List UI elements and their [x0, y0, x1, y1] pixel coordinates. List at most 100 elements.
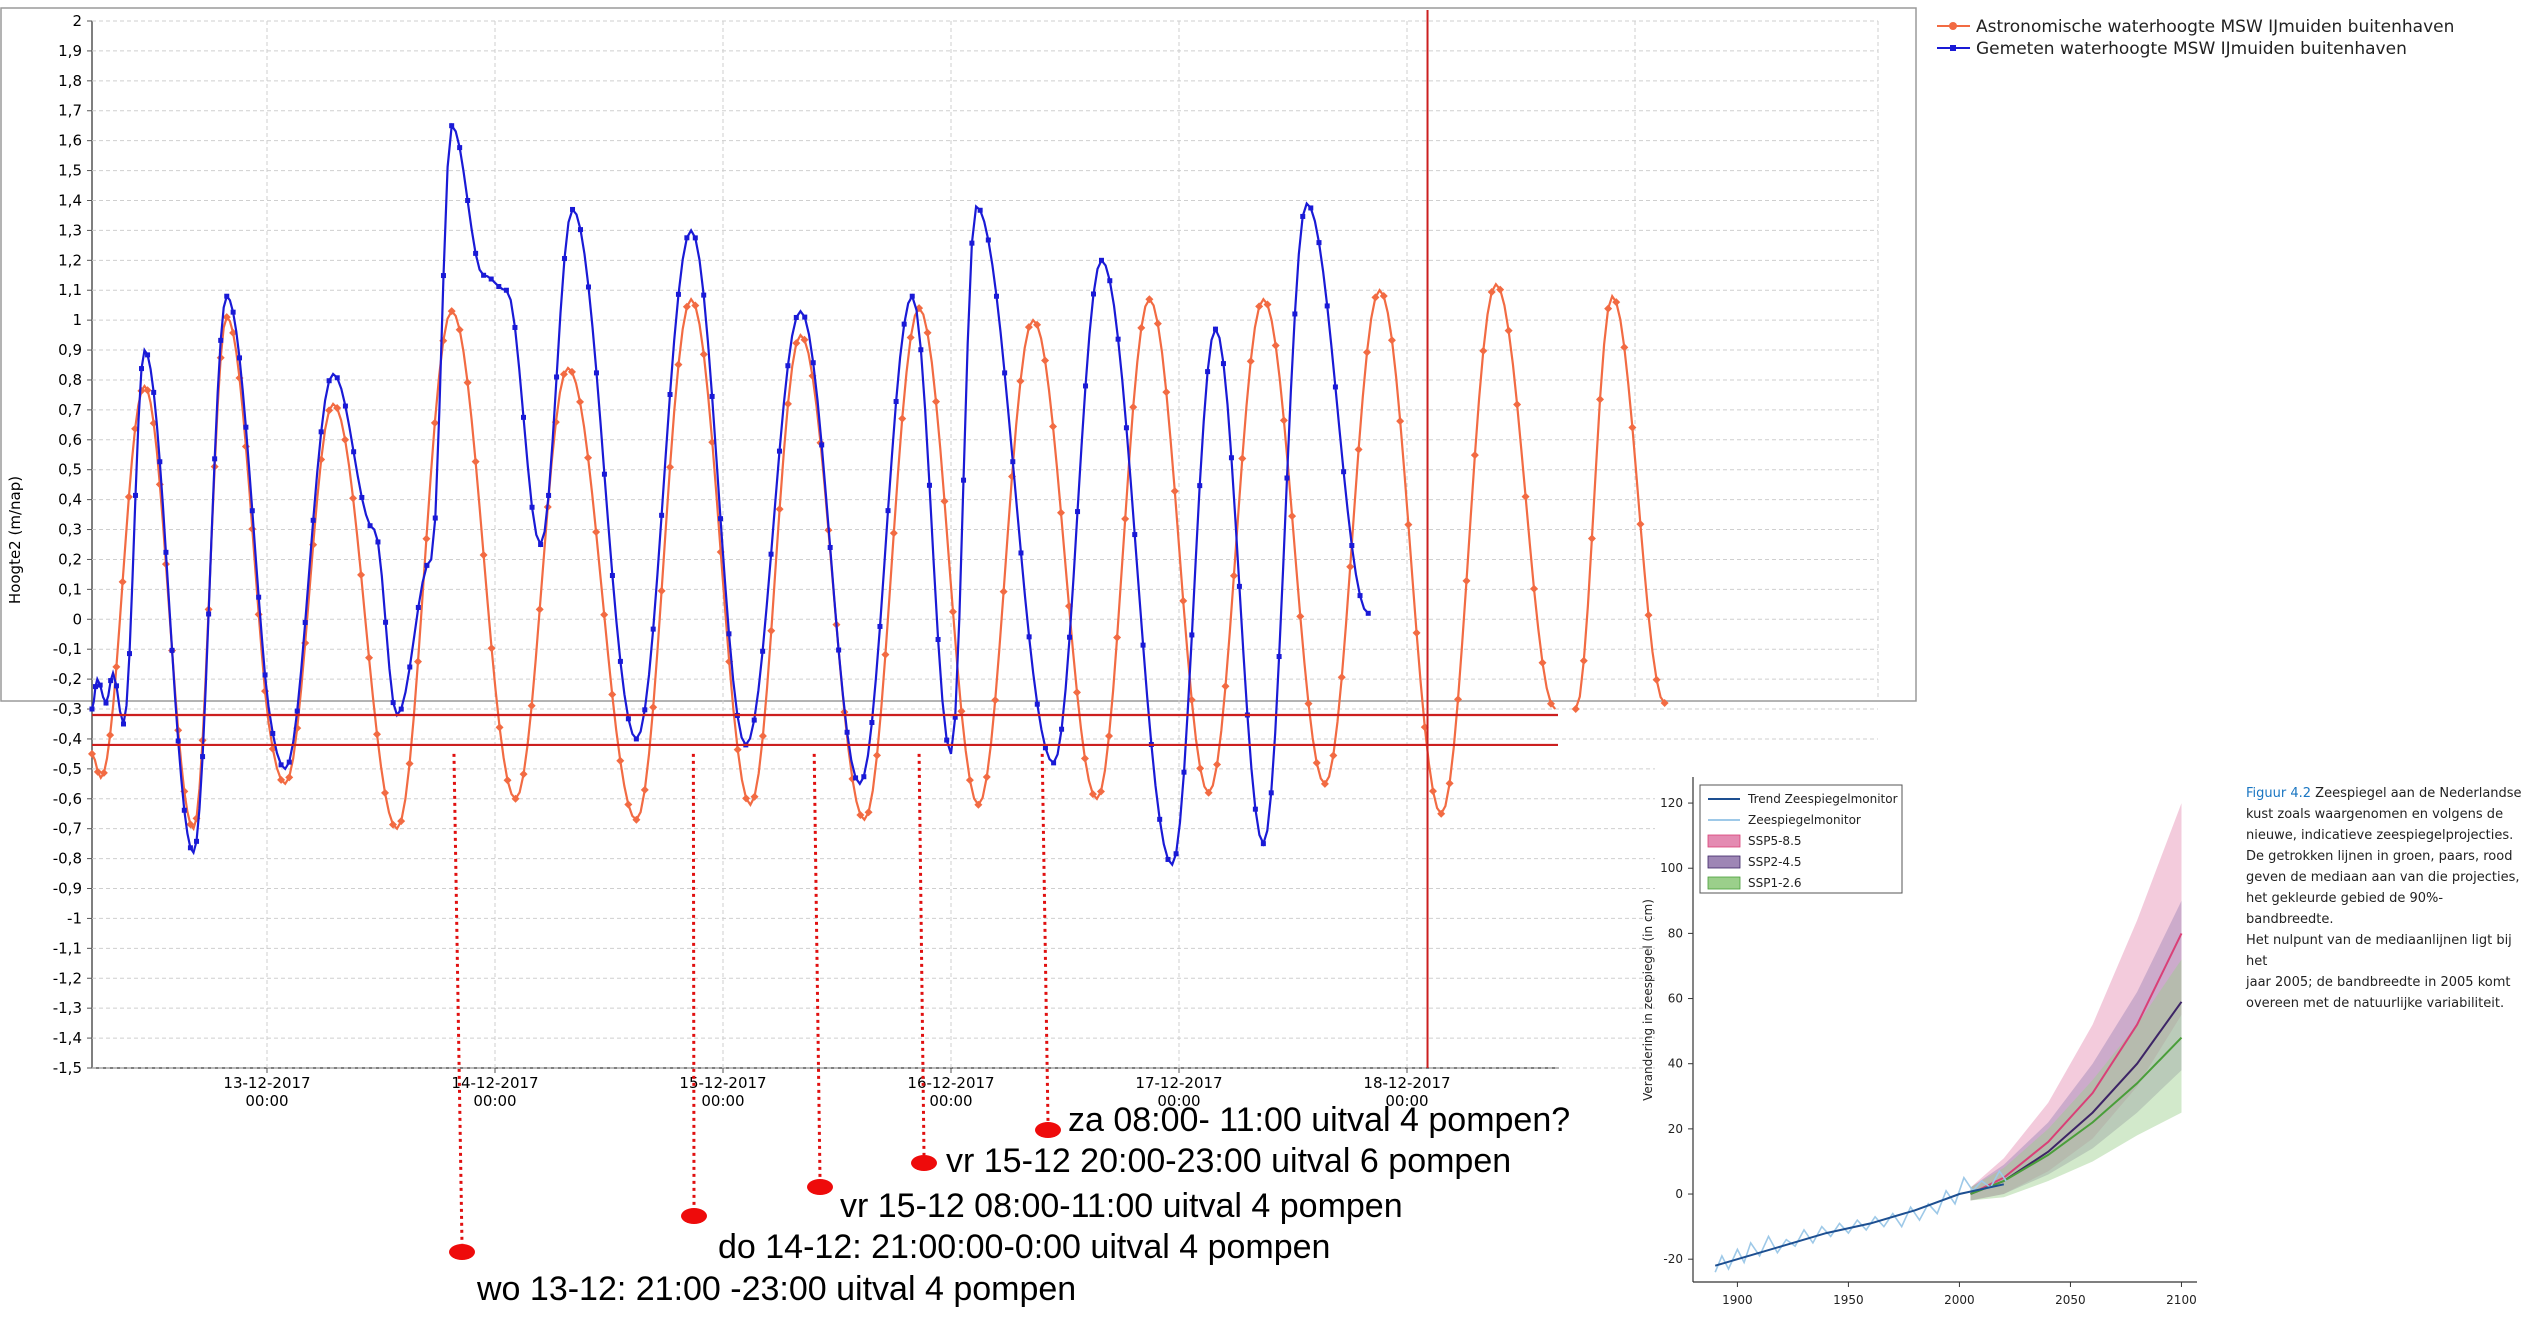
- data-point: [593, 370, 599, 376]
- data-point: [1165, 856, 1171, 862]
- annotation-dropline: [917, 753, 926, 1156]
- inset-legend-entry: SSP2-4.5: [1748, 855, 1802, 869]
- data-point: [1041, 356, 1050, 365]
- figure-label: Figuur 4.2: [2246, 786, 2312, 801]
- data-point: [1579, 656, 1588, 665]
- data-point: [535, 605, 544, 614]
- data-point: [414, 657, 423, 666]
- y-tick-label: -0,8: [53, 850, 82, 868]
- data-point: [218, 337, 224, 343]
- data-point: [1316, 240, 1322, 246]
- y-tick-label: -1,3: [53, 999, 82, 1017]
- data-point: [151, 389, 157, 395]
- data-point: [1121, 514, 1130, 523]
- x-tick-time: 00:00: [929, 1092, 972, 1110]
- data-point: [447, 307, 456, 316]
- data-point: [869, 720, 875, 726]
- y-tick-label: 0,4: [58, 491, 82, 509]
- data-point: [932, 397, 941, 406]
- inset-y-tick-label: 120: [1660, 796, 1683, 810]
- data-point: [1034, 701, 1040, 707]
- data-point: [1010, 459, 1016, 465]
- data-point: [1445, 779, 1454, 788]
- data-point: [365, 653, 374, 662]
- data-point: [1300, 213, 1306, 219]
- y-tick-label: -0,4: [53, 730, 82, 748]
- data-point: [991, 696, 1000, 705]
- data-point: [1263, 300, 1272, 309]
- data-point: [1016, 377, 1025, 386]
- data-point: [375, 539, 381, 545]
- legend: Astronomische waterhoogte MSW IJmuiden b…: [1937, 17, 2454, 59]
- data-point: [121, 721, 126, 727]
- data-point: [357, 570, 366, 579]
- data-point: [923, 328, 932, 337]
- data-point: [479, 550, 488, 559]
- data-point: [584, 453, 593, 462]
- data-point: [407, 664, 413, 670]
- data-point: [127, 651, 132, 657]
- caption-line: het gekleurde gebied de 90%-bandbreedte.: [2246, 891, 2444, 927]
- y-tick-label: 1,6: [58, 132, 82, 150]
- y-tick-label: 1,3: [58, 221, 82, 239]
- data-point: [1260, 841, 1266, 847]
- data-point: [1196, 764, 1205, 773]
- data-point: [1288, 512, 1297, 521]
- data-point: [1153, 319, 1162, 328]
- data-point: [1324, 303, 1330, 309]
- annotation-text: wo 13-12: 21:00 -23:00 uitval 4 pompen: [476, 1270, 1076, 1308]
- data-point: [424, 562, 430, 568]
- data-point: [608, 690, 617, 699]
- data-point: [398, 706, 404, 712]
- data-point: [1229, 571, 1238, 580]
- annotation-dropline: [1040, 753, 1050, 1123]
- data-point: [1363, 348, 1372, 357]
- data-point: [521, 414, 526, 420]
- data-point: [701, 292, 707, 298]
- data-point: [1157, 816, 1163, 822]
- data-point: [1002, 370, 1008, 376]
- y-tick-label: 1,4: [58, 191, 82, 209]
- data-point: [1221, 682, 1230, 691]
- data-point: [844, 729, 850, 735]
- data-point: [1412, 628, 1421, 637]
- y-tick-label: -0,9: [53, 880, 82, 898]
- data-point: [200, 754, 206, 760]
- data-point: [143, 386, 152, 395]
- data-point: [224, 293, 230, 299]
- data-point: [901, 321, 907, 327]
- caption-line: Zeespiegel aan de Nederlandse: [2315, 786, 2522, 801]
- caption-line: Het nulpunt van de mediaanlijnen ligt bi…: [2246, 933, 2512, 969]
- projection-band: [1970, 959, 2182, 1201]
- data-point: [877, 623, 883, 629]
- data-point: [1057, 508, 1066, 517]
- data-point: [277, 775, 286, 784]
- data-point: [1660, 699, 1669, 708]
- data-point: [463, 378, 472, 387]
- data-point: [163, 549, 169, 555]
- data-point: [1187, 695, 1196, 704]
- data-point: [1113, 633, 1122, 642]
- data-point: [699, 350, 708, 359]
- y-tick-label: 2: [72, 12, 82, 30]
- data-point: [1437, 809, 1446, 818]
- projection-band: [1970, 900, 2182, 1201]
- data-point: [388, 820, 397, 829]
- annotation-dropline: [812, 753, 822, 1180]
- data-point: [1349, 543, 1355, 549]
- data-point: [881, 650, 890, 659]
- data-point: [88, 749, 96, 758]
- data-point: [206, 611, 212, 617]
- data-point: [481, 272, 487, 278]
- data-point: [1538, 658, 1547, 667]
- data-point: [776, 448, 782, 454]
- x-tick-date: 17-12-2017: [1135, 1074, 1222, 1092]
- data-point: [529, 504, 535, 510]
- y-tick-label: 1: [72, 311, 82, 329]
- data-point: [1279, 416, 1288, 425]
- data-point: [1284, 475, 1290, 481]
- data-point: [810, 360, 816, 366]
- annotation-dropline: [452, 753, 464, 1245]
- annotation-marker: [681, 1208, 707, 1224]
- data-point: [351, 449, 357, 455]
